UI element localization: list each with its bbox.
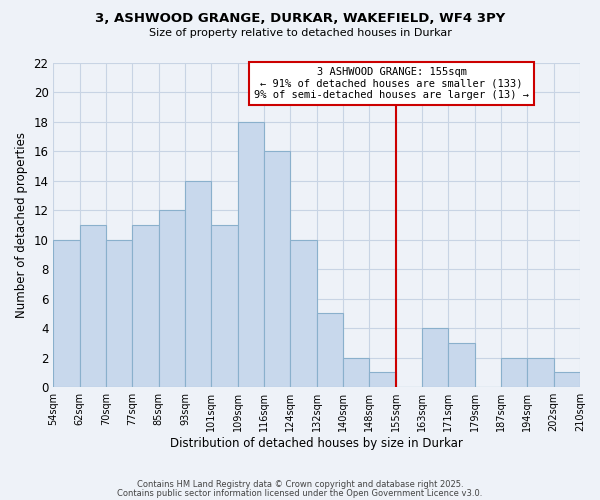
Bar: [370, 372, 395, 387]
Bar: [343, 358, 370, 387]
Bar: [554, 372, 580, 387]
Bar: [80, 225, 106, 387]
Bar: [106, 240, 133, 387]
Bar: [238, 122, 264, 387]
Bar: [133, 225, 159, 387]
Bar: [501, 358, 527, 387]
Bar: [185, 180, 211, 387]
Text: 3 ASHWOOD GRANGE: 155sqm
← 91% of detached houses are smaller (133)
9% of semi-d: 3 ASHWOOD GRANGE: 155sqm ← 91% of detach…: [254, 67, 529, 100]
Text: 3, ASHWOOD GRANGE, DURKAR, WAKEFIELD, WF4 3PY: 3, ASHWOOD GRANGE, DURKAR, WAKEFIELD, WF…: [95, 12, 505, 26]
Bar: [317, 314, 343, 387]
Text: Size of property relative to detached houses in Durkar: Size of property relative to detached ho…: [149, 28, 451, 38]
X-axis label: Distribution of detached houses by size in Durkar: Distribution of detached houses by size …: [170, 437, 463, 450]
Text: Contains HM Land Registry data © Crown copyright and database right 2025.: Contains HM Land Registry data © Crown c…: [137, 480, 463, 489]
Bar: [422, 328, 448, 387]
Bar: [527, 358, 554, 387]
Bar: [53, 240, 80, 387]
Bar: [211, 225, 238, 387]
Bar: [159, 210, 185, 387]
Y-axis label: Number of detached properties: Number of detached properties: [15, 132, 28, 318]
Bar: [290, 240, 317, 387]
Bar: [264, 151, 290, 387]
Bar: [448, 343, 475, 387]
Text: Contains public sector information licensed under the Open Government Licence v3: Contains public sector information licen…: [118, 488, 482, 498]
